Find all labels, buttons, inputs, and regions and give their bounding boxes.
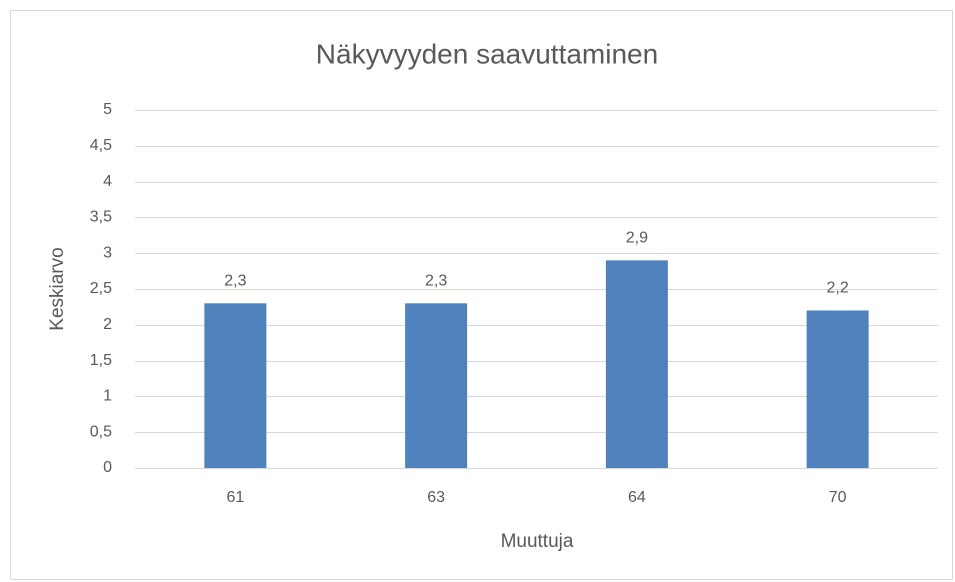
bar [605, 260, 668, 468]
y-tick-label: 1 [103, 388, 112, 405]
x-axis-label: Muuttuja [501, 531, 574, 552]
y-axis-label: Keskiarvo [47, 247, 68, 330]
value-label: 2,9 [626, 230, 648, 247]
y-tick-label: 2,5 [90, 280, 112, 297]
bar [204, 303, 267, 468]
y-tick-label: 4 [103, 173, 112, 190]
x-tick-label: 70 [829, 489, 847, 506]
value-label: 2,2 [827, 280, 849, 297]
y-tick-label: 4,5 [90, 137, 112, 154]
y-tick-label: 1,5 [90, 352, 112, 369]
y-tick-label: 0 [103, 459, 112, 476]
y-tick-label: 2 [103, 316, 112, 333]
chart-title: Näkyvyyden saavuttaminen [316, 38, 658, 69]
x-tick-label: 61 [226, 489, 244, 506]
bar [405, 303, 468, 468]
y-tick-label: 3,5 [90, 209, 112, 226]
chart-border [10, 10, 953, 580]
y-tick-label: 0,5 [90, 423, 112, 440]
value-label: 2,3 [224, 273, 246, 290]
bar [806, 310, 869, 468]
x-tick-label: 63 [427, 489, 445, 506]
x-tick-label: 64 [628, 489, 646, 506]
y-tick-label: 3 [103, 244, 112, 261]
y-tick-label: 5 [103, 101, 112, 118]
value-label: 2,3 [425, 273, 447, 290]
